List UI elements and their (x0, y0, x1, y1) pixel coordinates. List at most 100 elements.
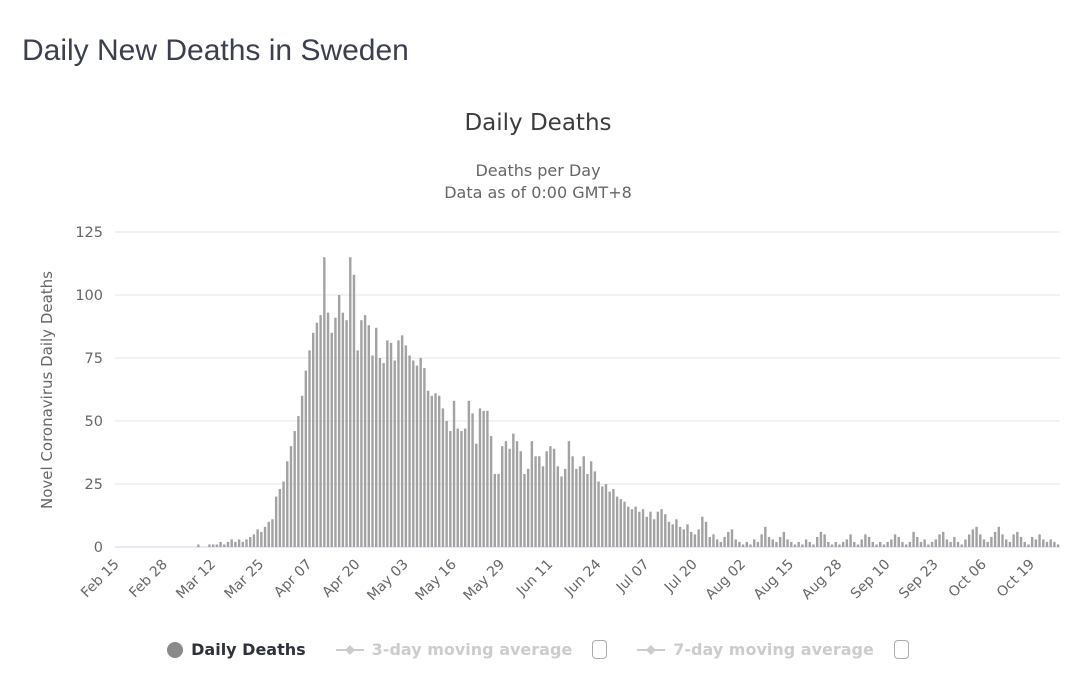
bar-daily-deaths[interactable] (378, 358, 382, 547)
bar-daily-deaths[interactable] (504, 441, 508, 547)
bar-daily-deaths[interactable] (463, 428, 467, 547)
bar-daily-deaths[interactable] (482, 410, 485, 547)
bar-daily-deaths[interactable] (300, 395, 304, 547)
bar-daily-deaths[interactable] (834, 541, 837, 547)
bar-daily-deaths[interactable] (901, 541, 904, 547)
bar-daily-deaths[interactable] (1034, 539, 1038, 547)
bar-daily-deaths[interactable] (727, 531, 730, 547)
bar-daily-deaths[interactable] (286, 461, 289, 547)
bar-daily-deaths[interactable] (501, 446, 504, 547)
bar-daily-deaths[interactable] (515, 441, 519, 547)
bar-daily-deaths[interactable] (693, 534, 697, 547)
bar-daily-deaths[interactable] (597, 481, 600, 547)
bar-daily-deaths[interactable] (942, 531, 945, 547)
bar-daily-deaths[interactable] (641, 509, 645, 547)
bar-daily-deaths[interactable] (723, 536, 726, 547)
bar-daily-deaths[interactable] (523, 473, 526, 547)
bar-daily-deaths[interactable] (230, 539, 233, 547)
bar-daily-deaths[interactable] (423, 368, 426, 547)
bar-daily-deaths[interactable] (686, 524, 689, 547)
bar-daily-deaths[interactable] (1012, 534, 1015, 547)
bar-daily-deaths[interactable] (326, 312, 330, 547)
bar-daily-deaths[interactable] (452, 400, 456, 547)
bar-daily-deaths[interactable] (467, 400, 471, 547)
bar-daily-deaths[interactable] (341, 312, 345, 547)
bar-daily-deaths[interactable] (816, 536, 819, 547)
bar-daily-deaths[interactable] (471, 413, 474, 547)
bar-daily-deaths[interactable] (904, 544, 908, 547)
bar-daily-deaths[interactable] (375, 327, 378, 547)
bar-daily-deaths[interactable] (767, 536, 771, 547)
bar-daily-deaths[interactable] (960, 544, 963, 547)
bar-daily-deaths[interactable] (556, 466, 560, 547)
bar-daily-deaths[interactable] (923, 539, 926, 547)
bar-daily-deaths[interactable] (734, 539, 737, 547)
bar-daily-deaths[interactable] (749, 544, 752, 547)
bar-daily-deaths[interactable] (782, 531, 786, 547)
bar-daily-deaths[interactable] (949, 541, 952, 547)
bar-daily-deaths[interactable] (701, 516, 704, 547)
bar-daily-deaths[interactable] (982, 539, 986, 547)
bar-daily-deaths[interactable] (919, 541, 923, 547)
bar-daily-deaths[interactable] (352, 274, 356, 547)
bar-daily-deaths[interactable] (371, 355, 374, 547)
bar-daily-deaths[interactable] (393, 360, 396, 547)
bar-daily-deaths[interactable] (908, 541, 912, 547)
bar-daily-deaths[interactable] (938, 534, 941, 547)
bar-daily-deaths[interactable] (845, 539, 849, 547)
bar-daily-deaths[interactable] (571, 456, 574, 547)
bar-daily-deaths[interactable] (512, 433, 515, 547)
bar-daily-deaths[interactable] (612, 489, 615, 547)
bar-daily-deaths[interactable] (645, 516, 648, 547)
bar-daily-deaths[interactable] (927, 544, 930, 547)
checkbox-7day-average[interactable] (893, 640, 909, 659)
bar-daily-deaths[interactable] (775, 541, 778, 547)
bar-daily-deaths[interactable] (1023, 541, 1026, 547)
bar-daily-deaths[interactable] (430, 395, 434, 547)
bar-daily-deaths[interactable] (475, 443, 478, 547)
bar-daily-deaths[interactable] (434, 393, 437, 547)
bar-daily-deaths[interactable] (879, 541, 882, 547)
bar-daily-deaths[interactable] (945, 539, 949, 547)
bar-daily-deaths[interactable] (412, 360, 415, 547)
bar-daily-deaths[interactable] (778, 536, 782, 547)
bar-daily-deaths[interactable] (489, 436, 493, 547)
bar-daily-deaths[interactable] (234, 541, 237, 547)
bar-daily-deaths[interactable] (890, 539, 893, 547)
bar-daily-deaths[interactable] (575, 468, 578, 547)
legend-item-daily-deaths[interactable]: Daily Deaths (167, 640, 306, 659)
bar-daily-deaths[interactable] (445, 421, 448, 547)
bar-daily-deaths[interactable] (1038, 534, 1041, 547)
bar-daily-deaths[interactable] (619, 499, 623, 547)
bar-daily-deaths[interactable] (712, 534, 715, 547)
bar-daily-deaths[interactable] (841, 541, 845, 547)
bar-daily-deaths[interactable] (797, 541, 800, 547)
bar-daily-deaths[interactable] (397, 340, 400, 547)
bar-daily-deaths[interactable] (367, 325, 371, 547)
bar-daily-deaths[interactable] (593, 471, 597, 547)
bar-daily-deaths[interactable] (337, 295, 341, 547)
bar-daily-deaths[interactable] (930, 541, 934, 547)
legend-item-7day-average[interactable]: 7-day moving average (637, 640, 909, 659)
bar-daily-deaths[interactable] (934, 539, 938, 547)
bar-daily-deaths[interactable] (304, 370, 308, 547)
bar-daily-deaths[interactable] (308, 350, 311, 547)
bar-daily-deaths[interactable] (1056, 544, 1060, 547)
bar-daily-deaths[interactable] (478, 408, 482, 547)
bar-daily-deaths[interactable] (415, 365, 419, 547)
bar-daily-deaths[interactable] (538, 456, 541, 547)
bar-daily-deaths[interactable] (211, 544, 215, 547)
bar-daily-deaths[interactable] (449, 431, 452, 547)
bar-daily-deaths[interactable] (690, 531, 693, 547)
bar-daily-deaths[interactable] (823, 534, 826, 547)
bar-daily-deaths[interactable] (604, 484, 608, 547)
bar-daily-deaths[interactable] (886, 541, 889, 547)
bar-daily-deaths[interactable] (589, 461, 593, 547)
bar-daily-deaths[interactable] (916, 536, 919, 547)
bar-daily-deaths[interactable] (382, 363, 385, 547)
bar-daily-deaths[interactable] (256, 529, 259, 547)
bar-daily-deaths[interactable] (208, 544, 211, 547)
bar-daily-deaths[interactable] (249, 536, 252, 547)
bar-daily-deaths[interactable] (912, 531, 915, 547)
bar-daily-deaths[interactable] (675, 519, 678, 547)
